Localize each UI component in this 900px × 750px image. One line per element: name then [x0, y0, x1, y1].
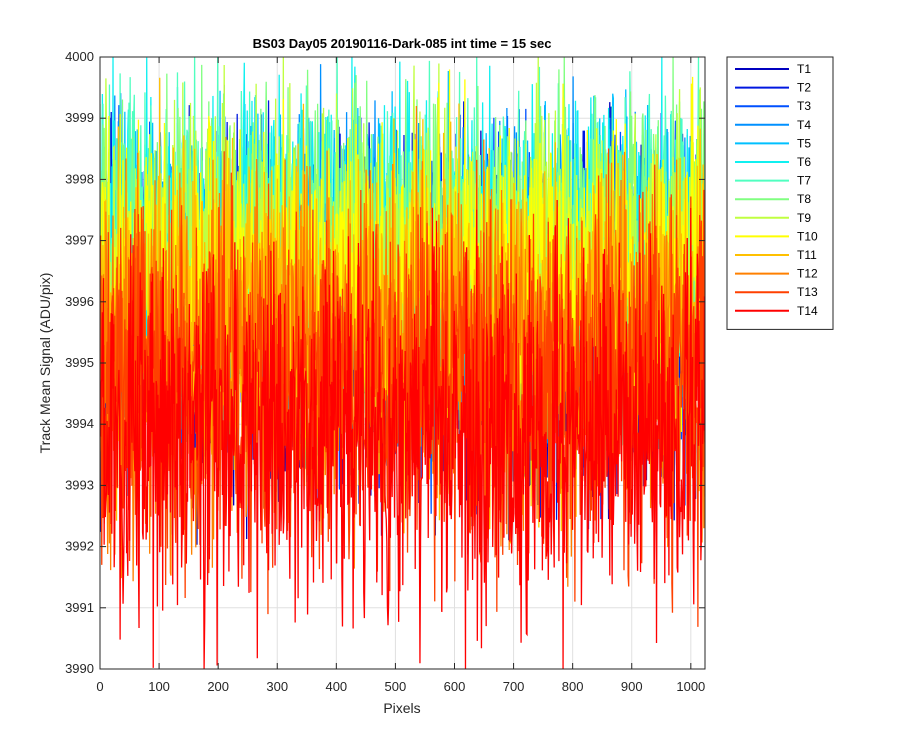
y-tick-label: 3991 — [65, 600, 94, 615]
legend-label-t5: T5 — [797, 136, 811, 150]
x-axis-label: Pixels — [383, 700, 420, 716]
x-tick-label: 300 — [266, 679, 288, 694]
x-tick-label: 1000 — [676, 679, 705, 694]
x-tick-label: 900 — [621, 679, 643, 694]
y-tick-label: 3994 — [65, 416, 94, 431]
legend-label-t13: T13 — [797, 285, 818, 299]
legend-label-t10: T10 — [797, 229, 818, 243]
chart-title: BS03 Day05 20190116-Dark-085 int time = … — [253, 36, 552, 51]
y-tick-label: 3990 — [65, 661, 94, 676]
legend-label-t14: T14 — [797, 304, 818, 318]
legend-label-t12: T12 — [797, 267, 818, 281]
legend-label-t7: T7 — [797, 174, 811, 188]
legend-label-t2: T2 — [797, 81, 811, 95]
legend-label-t11: T11 — [797, 248, 817, 262]
x-tick-label: 0 — [96, 679, 103, 694]
x-tick-label: 200 — [207, 679, 229, 694]
y-tick-label: 3998 — [65, 171, 94, 186]
y-tick-label: 3999 — [65, 110, 94, 125]
legend: T1 T2 T3 T4 T5 T6 T7 T8 T9 T10 T11 T12 T13 T14 — [726, 56, 834, 330]
y-tick-label: 4000 — [65, 49, 94, 64]
legend-label-t3: T3 — [797, 99, 811, 113]
y-tick-label: 3995 — [65, 355, 94, 370]
x-tick-label: 700 — [503, 679, 525, 694]
legend-label-t8: T8 — [797, 192, 811, 206]
x-tick-label: 500 — [385, 679, 407, 694]
x-tick-label: 100 — [148, 679, 170, 694]
legend-label-t1: T1 — [797, 62, 811, 76]
y-tick-label: 3992 — [65, 539, 94, 554]
y-tick-label: 3996 — [65, 294, 94, 309]
legend-label-t4: T4 — [797, 118, 811, 132]
x-tick-label: 600 — [444, 679, 466, 694]
data-lines — [100, 57, 705, 669]
ticks: 0 100 200 300 400 500 600 700 800 900 1000 3990 3991… — [65, 49, 705, 694]
y-tick-label: 3997 — [65, 233, 94, 248]
legend-label-t9: T9 — [797, 211, 811, 225]
series-line-t14 — [100, 200, 705, 669]
x-tick-label: 400 — [325, 679, 347, 694]
y-axis-label: Track Mean Signal (ADU/pix) — [37, 273, 53, 454]
x-tick-label: 800 — [562, 679, 584, 694]
legend-label-t6: T6 — [797, 155, 811, 169]
legend-box — [726, 56, 834, 330]
y-tick-label: 3993 — [65, 477, 94, 492]
